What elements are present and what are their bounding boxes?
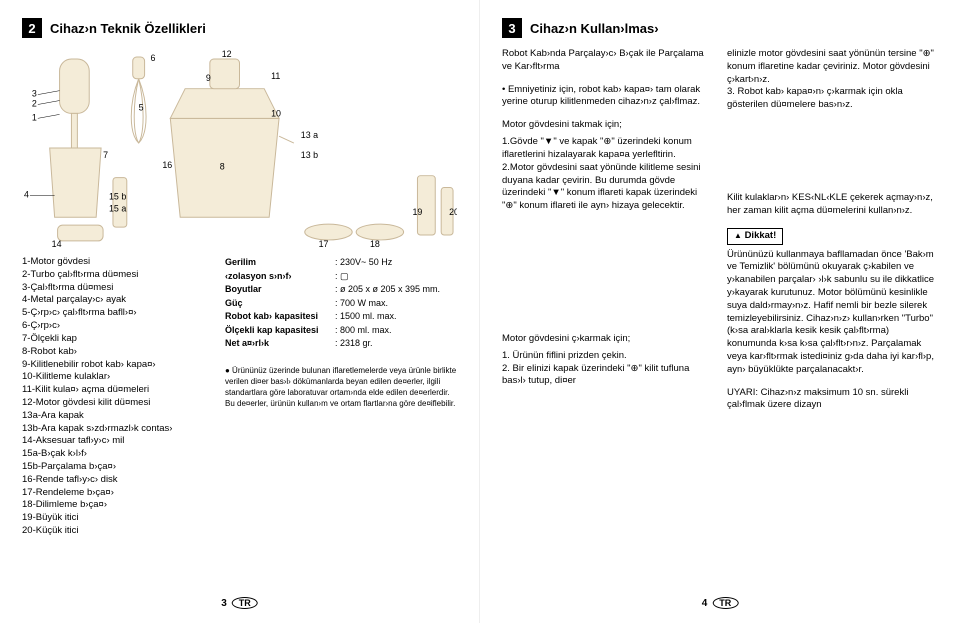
svg-text:18: 18 <box>370 239 380 248</box>
spec-v-1: : ▢ <box>335 270 457 284</box>
part-15b: 15b-Parçalama b›ça¤› <box>22 461 207 474</box>
svg-text:16: 16 <box>162 160 172 170</box>
spec-k-3: Güç <box>225 297 335 311</box>
part-3: 3-Çal›flt›rma dü¤mesi <box>22 282 207 295</box>
r1-p3a: 1. Ürünün fiflini prizden çekin. <box>502 350 713 363</box>
r1-h3: Motor gövdesini ç›karmak için; <box>502 333 713 346</box>
page-num-left: 3 <box>221 598 227 609</box>
part-17: 17-Rendeleme b›ça¤› <box>22 487 207 500</box>
warn-title: ▲ Dikkat! <box>727 228 783 245</box>
part-13a: 13a-Ara kapak <box>22 410 207 423</box>
section-title-2: Cihaz›n Teknik Özellikleri <box>50 21 206 36</box>
part-12: 12-Motor gövdesi kilit dü¤mesi <box>22 397 207 410</box>
svg-text:6: 6 <box>151 53 156 63</box>
spec-k-1: ‹zolasyon s›n›f› <box>225 270 335 284</box>
product-diagram: 3 2 1 7 4 14 15 b 15 a 5 6 16 8 9 12 11 … <box>22 48 457 248</box>
part-5: 5-Ç›rp›c› çal›flt›rma bafll›¤› <box>22 307 207 320</box>
spec-k-2: Boyutlar <box>225 283 335 297</box>
spec-k-0: Gerilim <box>225 256 335 270</box>
section-header-left: 2 Cihaz›n Teknik Özellikleri <box>22 18 457 38</box>
svg-text:15 a: 15 a <box>109 203 126 213</box>
svg-text:4: 4 <box>24 189 29 199</box>
part-1: 1-Motor gövdesi <box>22 256 207 269</box>
svg-text:15 b: 15 b <box>109 191 126 201</box>
svg-text:2: 2 <box>32 98 37 108</box>
svg-text:5: 5 <box>139 102 144 112</box>
page-left: 2 Cihaz›n Teknik Özellikleri <box>0 0 480 623</box>
uyari-text: UYARI: Cihaz›n›z maksimum 10 sn. sürekli… <box>727 387 938 413</box>
r1-p2b: 2.Motor gövdesini saat yönünde kilitleme… <box>502 162 713 213</box>
svg-text:3: 3 <box>32 89 37 99</box>
r2-p3: Kilit kulaklar›n› KES‹NL‹KLE çekerek açm… <box>727 192 938 218</box>
part-10: 10-Kilitleme kulaklar› <box>22 371 207 384</box>
svg-text:7: 7 <box>103 150 108 160</box>
svg-text:12: 12 <box>222 49 232 59</box>
svg-text:8: 8 <box>220 162 225 172</box>
footer-left: 3 TR <box>221 597 258 609</box>
spec-v-5: : 800 ml. max. <box>335 324 457 338</box>
spec-k-5: Ölçekli kap kapasitesi <box>225 324 335 338</box>
footer-right: 4 TR <box>702 597 739 609</box>
spec-k-4: Robot kab› kapasitesi <box>225 310 335 324</box>
r1-heading: Robot Kab›nda Parçalay›c› B›çak ile Parç… <box>502 48 713 74</box>
r1-h2: Motor gövdesini takmak için; <box>502 119 713 132</box>
svg-text:13 a: 13 a <box>301 130 318 140</box>
warning-icon: ▲ <box>734 231 742 242</box>
parts-list: 1-Motor gövdesi 2-Turbo çal›flt›rma dü¤m… <box>22 256 207 538</box>
section-number-2: 2 <box>22 18 42 38</box>
part-13b: 13b-Ara kapak s›zd›rmazl›k contas› <box>22 423 207 436</box>
part-7: 7-Ölçekli kap <box>22 333 207 346</box>
warn-text: Ürününüzü kullanmaya bafllamadan önce 'B… <box>727 249 938 377</box>
part-19: 19-Büyük itici <box>22 512 207 525</box>
svg-text:19: 19 <box>413 207 423 217</box>
part-18: 18-Dilimleme b›ça¤› <box>22 499 207 512</box>
page-right: 3 Cihaz›n Kullan›lmas› Robot Kab›nda Par… <box>480 0 960 623</box>
section-header-right: 3 Cihaz›n Kullan›lmas› <box>502 18 938 38</box>
section-number-3: 3 <box>502 18 522 38</box>
part-9: 9-Kilitlenebilir robot kab› kapa¤› <box>22 359 207 372</box>
specs-area: Gerilim: 230V~ 50 Hz ‹zolasyon s›n›f›: ▢… <box>225 256 457 538</box>
part-2: 2-Turbo çal›flt›rma dü¤mesi <box>22 269 207 282</box>
svg-text:17: 17 <box>319 239 329 248</box>
page-num-right: 4 <box>702 598 708 609</box>
part-8: 8-Robot kab› <box>22 346 207 359</box>
right-col-1: Robot Kab›nda Parçalay›c› B›çak ile Parç… <box>502 48 713 412</box>
svg-text:14: 14 <box>52 239 62 248</box>
warn-title-text: Dikkat! <box>745 230 777 241</box>
part-11: 11-Kilit kula¤› açma dü¤meleri <box>22 384 207 397</box>
r1-p2a: 1.Gövde "▼" ve kapak "⊕" üzerindeki konu… <box>502 136 713 162</box>
part-14: 14-Aksesuar tafl›y›c› mil <box>22 435 207 448</box>
part-6: 6-Ç›rp›c› <box>22 320 207 333</box>
svg-text:11: 11 <box>271 71 280 81</box>
footnote: ● Ürününüz üzerinde bulunan iflaretlemel… <box>225 365 457 410</box>
r1-p3b: 2. Bir elinizi kapak üzerindeki "⊕" kili… <box>502 363 713 389</box>
spec-v-6: : 2318 gr. <box>335 337 457 351</box>
r2-p2: 3. Robot kab› kapa¤›n› ç›karmak için okl… <box>727 86 938 112</box>
section-title-3: Cihaz›n Kullan›lmas› <box>530 21 659 36</box>
r2-p1: elinizle motor gövdesini saat yönünün te… <box>727 48 938 86</box>
r1-p1: • Emniyetiniz için, robot kab› kapa¤› ta… <box>502 84 713 110</box>
spec-v-4: : 1500 ml. max. <box>335 310 457 324</box>
part-16: 16-Rende tafl›y›c› disk <box>22 474 207 487</box>
svg-text:10: 10 <box>271 108 281 118</box>
svg-text:9: 9 <box>206 73 211 83</box>
part-20: 20-Küçük itici <box>22 525 207 538</box>
svg-text:20: 20 <box>449 207 457 217</box>
part-4: 4-Metal parçalay›c› ayak <box>22 294 207 307</box>
spec-v-0: : 230V~ 50 Hz <box>335 256 457 270</box>
svg-text:13 b: 13 b <box>301 150 318 160</box>
left-bottom-row: 1-Motor gövdesi 2-Turbo çal›flt›rma dü¤m… <box>22 256 457 538</box>
spec-k-6: Net a¤›rl›k <box>225 337 335 351</box>
part-15a: 15a-B›çak k›l›f› <box>22 448 207 461</box>
svg-text:1: 1 <box>32 112 37 122</box>
tr-badge-left: TR <box>232 597 258 609</box>
spec-v-2: : ø 205 x ø 205 x 395 mm. <box>335 283 457 297</box>
right-columns: Robot Kab›nda Parçalay›c› B›çak ile Parç… <box>502 48 938 412</box>
tr-badge-right: TR <box>712 597 738 609</box>
right-col-2: elinizle motor gövdesini saat yönünün te… <box>727 48 938 412</box>
spec-v-3: : 700 W max. <box>335 297 457 311</box>
